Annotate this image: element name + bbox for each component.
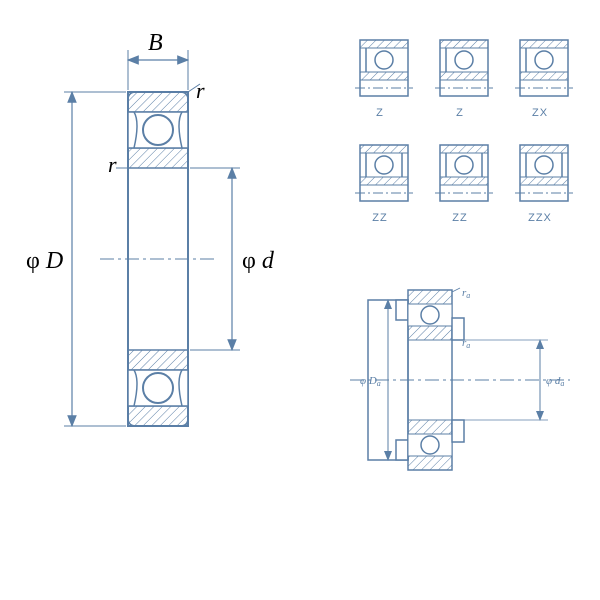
label-D: φ D [26,248,63,274]
label-ra1: ra [462,287,470,300]
label-B: B [148,30,163,56]
variant-label: ZZX [528,212,552,224]
label-da: φ da [546,375,564,388]
variant-ZZ-1: ZZ [355,145,413,224]
variant-label: ZZ [372,212,387,224]
lower-section [128,350,188,426]
variant-label: ZZ [452,212,467,224]
variant-Z-2: Z [435,40,493,119]
ball-bottom [143,373,173,403]
variant-label: Z [456,107,464,119]
label-Da: φ Da [360,375,381,388]
upper-section [116,84,200,168]
variant-ZZ-2: ZZ [435,145,493,224]
variant-label: ZX [532,107,548,119]
detail-ball-bottom [421,436,439,454]
bearing-diagram: B r r [0,0,600,600]
label-d: φ d [242,248,275,274]
variant-label: Z [376,107,384,119]
label-ra2: ra [462,337,470,350]
main-cross-section: B r r [26,30,275,426]
label-r2: r [108,152,117,177]
detail-ball-top [421,306,439,324]
variant-icons: Z Z ZX ZZ [355,40,573,224]
ball-top [143,115,173,145]
variant-Z-1: Z [355,40,413,119]
variant-ZZX: ZZX [515,145,573,224]
detail-view: ra ra φ Da φ da [350,287,570,470]
variant-ZX: ZX [515,40,573,119]
label-r1: r [196,78,205,103]
